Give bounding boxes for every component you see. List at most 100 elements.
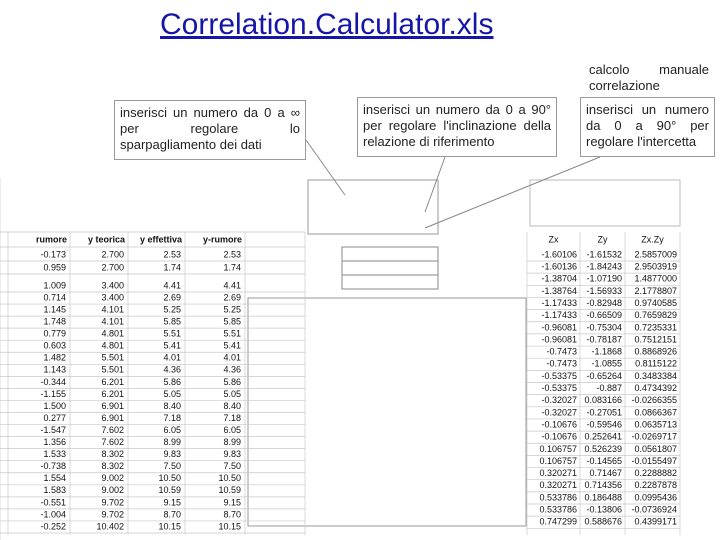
cell: 0.7512151 xyxy=(634,334,677,344)
cell: 5.86 xyxy=(223,377,241,387)
cell: 1.74 xyxy=(223,262,241,272)
cell: -1.60136 xyxy=(541,262,577,272)
cell: -1.60106 xyxy=(541,249,577,259)
note-slope: inserisci un numero da 0 a 90° per regol… xyxy=(357,97,557,157)
cell: -0.344 xyxy=(40,377,66,387)
cell: 0.2288882 xyxy=(634,468,677,478)
chart-area xyxy=(247,297,527,527)
cell: -0.66509 xyxy=(586,310,622,320)
note-manual: calcolo manuale correlazione xyxy=(584,58,714,96)
cell: -0.14565 xyxy=(586,456,622,466)
cell: 8.99 xyxy=(223,437,241,447)
cell: -1.38764 xyxy=(541,286,577,296)
cell: -0.59546 xyxy=(586,419,622,429)
cell: -0.27051 xyxy=(586,407,622,417)
cell: -1.1868 xyxy=(591,347,622,357)
cell: 5.85 xyxy=(223,317,241,327)
cell: -0.82948 xyxy=(586,298,622,308)
cell: -0.0155497 xyxy=(631,456,677,466)
cell: 9.83 xyxy=(223,449,241,459)
cell: 0.186488 xyxy=(584,492,622,502)
cell: 1.74 xyxy=(163,262,181,272)
cell: 0.7235331 xyxy=(634,322,677,332)
cell: 4.801 xyxy=(101,329,124,339)
cell: 4.101 xyxy=(101,304,124,314)
cell: 5.05 xyxy=(163,389,181,399)
cell: -0.738 xyxy=(40,461,66,471)
cell: 0.4399171 xyxy=(634,517,677,527)
cell: 1.145 xyxy=(43,304,66,314)
column-header: Zx.Zy xyxy=(641,234,664,244)
cell: 0.533786 xyxy=(539,492,577,502)
cell: 9.702 xyxy=(101,497,124,507)
cell: 0.0995436 xyxy=(634,492,677,502)
cell: 8.70 xyxy=(163,509,181,519)
cell: -0.173 xyxy=(40,249,66,259)
cell: 8.40 xyxy=(163,401,181,411)
cell: 10.402 xyxy=(96,521,124,531)
cell: 0.320271 xyxy=(539,480,577,490)
cell: 10.15 xyxy=(218,521,241,531)
cell: 4.36 xyxy=(223,365,241,375)
cell: 2.700 xyxy=(101,249,124,259)
cell: 4.01 xyxy=(223,353,241,363)
cell: 7.18 xyxy=(223,413,241,423)
cell: -0.65264 xyxy=(586,371,622,381)
result-row xyxy=(341,246,439,262)
cell: 0.8868926 xyxy=(634,347,677,357)
cell: 0.714 xyxy=(43,292,66,302)
cell: 2.69 xyxy=(163,292,181,302)
cell: 4.801 xyxy=(101,341,124,351)
cell: 0.603 xyxy=(43,341,66,351)
cell: -0.96081 xyxy=(541,334,577,344)
grid xyxy=(0,178,681,540)
cell: 2.1778807 xyxy=(634,286,677,296)
cell: 0.0561807 xyxy=(634,444,677,454)
cell: 5.05 xyxy=(223,389,241,399)
note-intercept: inserisci un numero da 0 a 90° per regol… xyxy=(580,97,715,157)
cell: 0.714356 xyxy=(584,480,622,490)
cell: 4.41 xyxy=(223,280,241,290)
cell: 2.5857009 xyxy=(634,249,677,259)
parameter-box xyxy=(307,179,439,235)
cell: -1.17433 xyxy=(541,310,577,320)
cell: 5.25 xyxy=(223,304,241,314)
cell: 0.252641 xyxy=(584,432,622,442)
cell: 0.4734392 xyxy=(634,383,677,393)
cell: 5.25 xyxy=(163,304,181,314)
result-row xyxy=(341,274,439,290)
column-header: y effettiva xyxy=(140,234,183,244)
cell: -0.53375 xyxy=(541,371,577,381)
cell: -0.32027 xyxy=(541,407,577,417)
cell: -1.0855 xyxy=(591,359,622,369)
cell: 2.53 xyxy=(223,249,241,259)
formula-box xyxy=(529,179,681,227)
title: Correlation.Calculator.xls xyxy=(160,8,494,41)
cell: 6.05 xyxy=(223,425,241,435)
cell: -1.38704 xyxy=(541,274,577,284)
cell: 6.901 xyxy=(101,413,124,423)
cell: -1.56933 xyxy=(586,286,622,296)
cell: 8.40 xyxy=(223,401,241,411)
cell: -0.10676 xyxy=(541,432,577,442)
cell: 6.901 xyxy=(101,401,124,411)
cell: 5.501 xyxy=(101,353,124,363)
cell: 0.083166 xyxy=(584,395,622,405)
cell: -0.53375 xyxy=(541,383,577,393)
cell: -1.17433 xyxy=(541,298,577,308)
cell: 1.748 xyxy=(43,317,66,327)
cell: 7.602 xyxy=(101,437,124,447)
cell: 4.41 xyxy=(163,280,181,290)
column-header: y-rumore xyxy=(203,234,242,244)
cell: 0.277 xyxy=(43,413,66,423)
cell: 1.482 xyxy=(43,353,66,363)
cell: 5.501 xyxy=(101,365,124,375)
cell: 8.302 xyxy=(101,449,124,459)
cell: -0.78187 xyxy=(586,334,622,344)
cell: 1.4877000 xyxy=(634,274,677,284)
column-header: y teorica xyxy=(88,234,126,244)
cell: 10.50 xyxy=(218,473,241,483)
cell: 7.18 xyxy=(163,413,181,423)
result-row xyxy=(341,260,439,276)
